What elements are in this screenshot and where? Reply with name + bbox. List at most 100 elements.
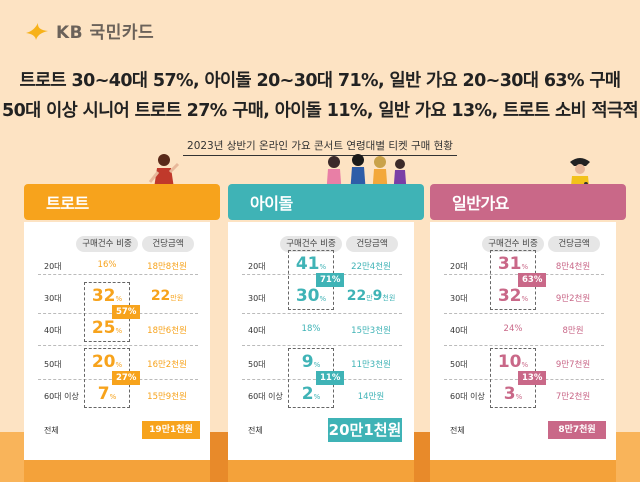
trot-share-3: 20%: [76, 352, 138, 372]
trot-row-label: 40대: [44, 326, 62, 335]
trot-share-unit: %: [115, 361, 123, 369]
idol-share-unit: %: [319, 263, 327, 271]
pop-price-1: 9만2천원: [555, 294, 591, 304]
tab-idol: 아이돌: [228, 184, 424, 220]
idol-price-0: 22만4천원: [351, 262, 391, 272]
bottom-band-right: [616, 432, 640, 482]
pop-share-4: 3%: [482, 384, 544, 404]
idol-share-number: 41: [295, 254, 320, 274]
idol-share-2: 18%: [301, 324, 321, 334]
trot-row-label: 30대: [44, 294, 62, 303]
idol-share-0: 41%: [280, 254, 342, 274]
idol-share-number: 30: [295, 286, 320, 306]
pop-row-label: 20대: [450, 262, 468, 271]
idol-share-number: 9: [301, 352, 314, 372]
idol-price-thousand-unit: 천원: [382, 294, 396, 302]
idol-share-3: 9%: [280, 352, 342, 372]
pop-share-unit: %: [515, 393, 523, 401]
trot-price-header: 건당금액: [142, 236, 194, 252]
trot-share-number: 7: [97, 384, 110, 404]
trot-share-number: 32: [91, 286, 116, 306]
idol-share-header: 구매건수 비중: [280, 236, 342, 252]
idol-combined-badge-1: 11%: [316, 371, 345, 385]
pop-price-2: 8만원: [562, 326, 584, 336]
trot-price-1: 22만원: [140, 288, 194, 304]
idol-price-2: 15만3천원: [351, 326, 391, 336]
trot-row-label: 50대: [44, 360, 62, 369]
subtitle-text: 2023년 상반기 온라인 가요 콘서트 연령대별 티켓 구매 현황: [183, 140, 457, 156]
pop-share-number: 10: [497, 352, 522, 372]
pop-row-label: 40대: [450, 326, 468, 335]
trot-row-label: 60대 이상: [44, 392, 79, 401]
idol-share-1: 30%: [280, 286, 342, 306]
trot-share-1: 32%: [76, 286, 138, 306]
pop-combined-badge-0: 63%: [518, 273, 547, 287]
trot-share-0: 16%: [97, 260, 117, 270]
pop-price-4: 7만2천원: [555, 392, 591, 402]
idol-share-unit: %: [313, 393, 321, 401]
tab-pop: 일반가요: [430, 184, 626, 220]
pop-share-0: 31%: [482, 254, 544, 274]
pop-price-3: 9만7천원: [555, 360, 591, 370]
pop-share-3: 10%: [482, 352, 544, 372]
pop-combined-badge-1: 13%: [518, 371, 547, 385]
pop-share-1: 32%: [482, 286, 544, 306]
idol-price-thousand: 9: [372, 288, 383, 304]
trot-share-header: 구매건수 비중: [76, 236, 138, 252]
trot-row-divider: [38, 345, 198, 346]
trot-share-number: 20: [91, 352, 116, 372]
trot-share-unit: %: [115, 295, 123, 303]
trot-row-divider: [38, 274, 198, 275]
trot-share-unit: %: [109, 393, 117, 401]
idol-price-big: 22: [346, 288, 367, 304]
idol-row-divider: [242, 313, 402, 314]
tab-trot-label: 트로트: [46, 194, 89, 213]
idol-row-label: 30대: [248, 294, 266, 303]
trot-combined-badge-1: 27%: [112, 371, 141, 385]
trot-share-unit: %: [115, 327, 123, 335]
idol-price-unit: 만: [366, 294, 373, 302]
idol-share-unit: %: [313, 361, 321, 369]
trot-price-big: 22: [150, 288, 171, 304]
trot-price-0: 18만8천원: [147, 262, 187, 272]
trot-share-2: 25%: [76, 318, 138, 338]
pop-row-label: 60대 이상: [450, 392, 485, 401]
bottom-band-gap-1: [210, 432, 228, 482]
trot-price-4: 15만9천원: [147, 392, 187, 402]
tab-trot: 트로트: [24, 184, 220, 220]
pop-share-number: 31: [497, 254, 522, 274]
trot-row-label: 20대: [44, 262, 62, 271]
pop-row-label: 30대: [450, 294, 468, 303]
bottom-band-gap-2: [414, 432, 430, 482]
pop-price-0: 8만4천원: [555, 262, 591, 272]
pop-price-header: 건당금액: [548, 236, 600, 252]
pop-row-label: 50대: [450, 360, 468, 369]
trot-price-3: 16만2천원: [147, 360, 187, 370]
trot-share-number: 25: [91, 318, 116, 338]
idol-row-label: 60대 이상: [248, 392, 283, 401]
idol-share-unit: %: [319, 295, 327, 303]
pop-share-header: 구매건수 비중: [482, 236, 544, 252]
subtitle: 2023년 상반기 온라인 가요 콘서트 연령대별 티켓 구매 현황: [0, 138, 640, 156]
tab-pop-label: 일반가요: [452, 194, 509, 213]
idol-price-3: 11만3천원: [351, 360, 391, 370]
pop-share-number: 32: [497, 286, 522, 306]
tab-idol-label: 아이돌: [250, 194, 293, 213]
idol-combined-badge-0: 71%: [316, 273, 345, 287]
trot-total-label: 전체: [44, 426, 59, 435]
pop-row-divider: [444, 313, 604, 314]
trot-price-unit: 만원: [170, 294, 184, 302]
pop-share-2: 24%: [503, 324, 523, 334]
idol-share-4: 2%: [280, 384, 342, 404]
idol-row-label: 40대: [248, 326, 266, 335]
trot-total-value: 19만1천원: [142, 421, 200, 439]
idol-total-value: 20만1천원: [328, 418, 402, 442]
pop-row-divider: [444, 345, 604, 346]
pop-share-unit: %: [521, 361, 529, 369]
trot-combined-badge-0: 57%: [112, 305, 141, 319]
idol-price-header: 건당금액: [346, 236, 398, 252]
pop-total-label: 전체: [450, 426, 465, 435]
idol-total-label: 전체: [248, 426, 263, 435]
card-pop: [430, 222, 616, 460]
pop-share-unit: %: [521, 295, 529, 303]
